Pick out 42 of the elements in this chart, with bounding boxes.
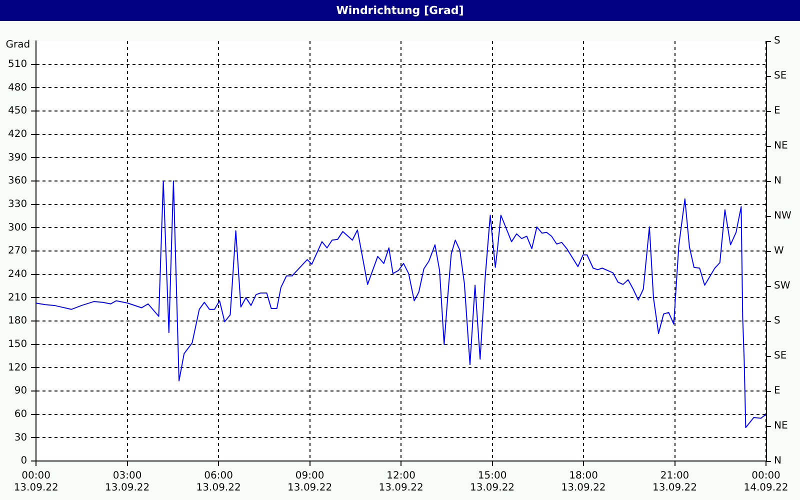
x-tick-label: 15:00 13.09.22: [470, 470, 515, 494]
y-tick-label: 120: [8, 362, 28, 374]
y-tick-label: 60: [14, 408, 28, 420]
x-tick-label: 21:00 13.09.22: [652, 470, 698, 494]
x-tick-label: 00:00 13.09.22: [14, 470, 58, 494]
x-tick-label: 09:00 13.09.22: [288, 470, 332, 494]
text: SE: [774, 350, 787, 362]
y-tick-label: 180: [8, 316, 28, 327]
y-tick-label: 510: [8, 58, 28, 70]
text: NE: [774, 140, 788, 152]
y-tick-label: 0: [20, 456, 28, 467]
y-tick-label: 480: [8, 82, 28, 94]
text: SE: [774, 70, 787, 82]
text: N: [774, 456, 782, 467]
y-axis-title: Grad: [6, 40, 30, 51]
y-tick-label: 270: [8, 246, 28, 257]
chart-title: Windrichtung [Grad]: [0, 0, 800, 21]
y-tick-label: 210: [8, 292, 28, 304]
x-tick-label: 18:00 13.09.22: [561, 470, 606, 494]
y-tick-label: 300: [8, 222, 28, 234]
y-tick-label: 360: [8, 176, 28, 187]
y-tick-label: 240: [8, 268, 28, 280]
text: NW: [774, 210, 792, 222]
text: W: [774, 246, 784, 257]
text: S: [774, 316, 780, 327]
text: S: [774, 36, 780, 47]
y-tick-label: 150: [8, 338, 28, 350]
y-tick-label: 450: [8, 106, 28, 117]
x-tick-label: 03:00 13.09.22: [105, 470, 150, 494]
text: E: [774, 386, 780, 397]
text: E: [774, 106, 780, 117]
text: N: [774, 176, 782, 187]
x-tick-label: 12:00 13.09.22: [378, 470, 424, 494]
y-tick-label: 30: [14, 432, 28, 444]
y-tick-label: 90: [14, 386, 28, 397]
text: SW: [774, 280, 790, 292]
x-tick-label: 00:00 14.09.22: [744, 470, 788, 494]
y-tick-label: 330: [8, 198, 28, 210]
text: NE: [774, 420, 788, 432]
y-tick-label: 390: [8, 152, 28, 164]
x-tick-label: 06:00 13.09.22: [196, 470, 241, 494]
y-tick-label: 420: [8, 128, 28, 140]
